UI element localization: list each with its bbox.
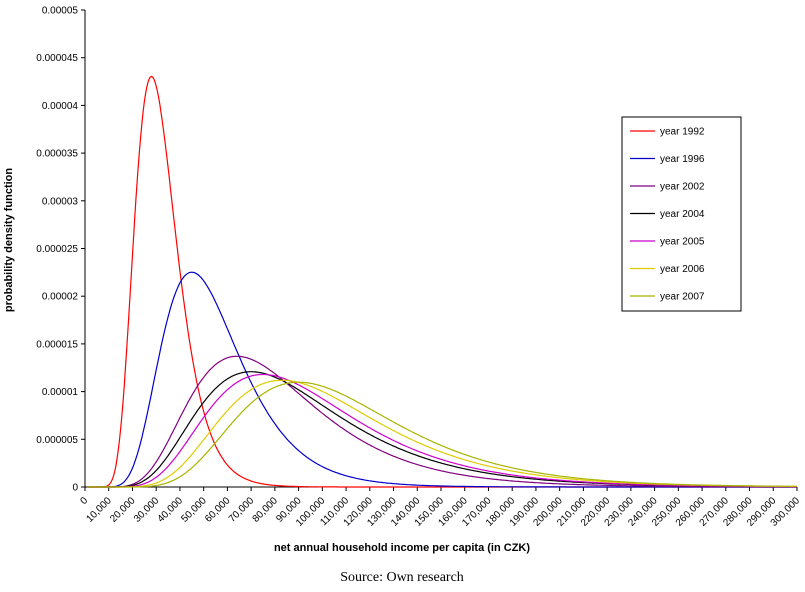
y-tick-label: 0.000025 bbox=[36, 244, 78, 255]
y-tick-label: 0.000035 bbox=[36, 149, 78, 160]
y-axis-title: probability density function bbox=[3, 168, 15, 313]
y-tick-label: 0.00001 bbox=[42, 387, 79, 398]
legend-label-year-2007: year 2007 bbox=[660, 292, 705, 303]
x-tick-label: 10,000 bbox=[84, 495, 114, 525]
y-tick-label: 0.000015 bbox=[36, 339, 78, 350]
curve-year-2007 bbox=[87, 381, 797, 488]
x-tick-label: 60,000 bbox=[203, 495, 233, 525]
x-tick-label: 30,000 bbox=[132, 495, 162, 525]
legend-label-year-2004: year 2004 bbox=[660, 209, 705, 220]
y-tick-label: 0.00002 bbox=[42, 292, 79, 303]
x-tick-label: 0 bbox=[78, 495, 90, 507]
curve-year-2002 bbox=[87, 355, 797, 488]
x-tick-label: 70,000 bbox=[227, 495, 257, 525]
legend-label-year-2005: year 2005 bbox=[660, 237, 705, 248]
curve-year-2005 bbox=[87, 373, 797, 488]
density-curves bbox=[87, 75, 797, 488]
legend-box: year 1992 year 1996 year 2002 year 2004 year… bbox=[621, 116, 742, 312]
y-axis-ticks: 0 0.000005 0.00001 0.000015 0.00002 0.000025 0… bbox=[36, 6, 85, 494]
y-tick-label: 0 bbox=[72, 483, 78, 494]
source-caption: Source: Own research bbox=[340, 570, 464, 585]
y-tick-label: 0.000045 bbox=[36, 53, 78, 64]
y-tick-label: 0.00004 bbox=[42, 101, 79, 112]
x-axis-ticks: 010,00020,00030,00040,00050,00060,00070,… bbox=[78, 487, 802, 529]
y-tick-label: 0.00005 bbox=[42, 6, 79, 17]
legend-label-year-2002: year 2002 bbox=[660, 182, 705, 193]
x-axis-title: net annual household income per capita (… bbox=[274, 542, 530, 554]
curve-year-2004 bbox=[87, 371, 797, 488]
x-tick-label: 40,000 bbox=[156, 495, 186, 525]
y-tick-label: 0.00003 bbox=[42, 196, 79, 207]
x-tick-label: 20,000 bbox=[108, 495, 138, 525]
x-tick-label: 50,000 bbox=[179, 495, 209, 525]
x-tick-label: 80,000 bbox=[251, 495, 281, 525]
legend-label-year-1996: year 1996 bbox=[660, 154, 705, 165]
legend-label-year-1992: year 1992 bbox=[660, 127, 705, 138]
legend-label-year-2006: year 2006 bbox=[660, 264, 705, 275]
y-tick-label: 0.000005 bbox=[36, 435, 78, 446]
